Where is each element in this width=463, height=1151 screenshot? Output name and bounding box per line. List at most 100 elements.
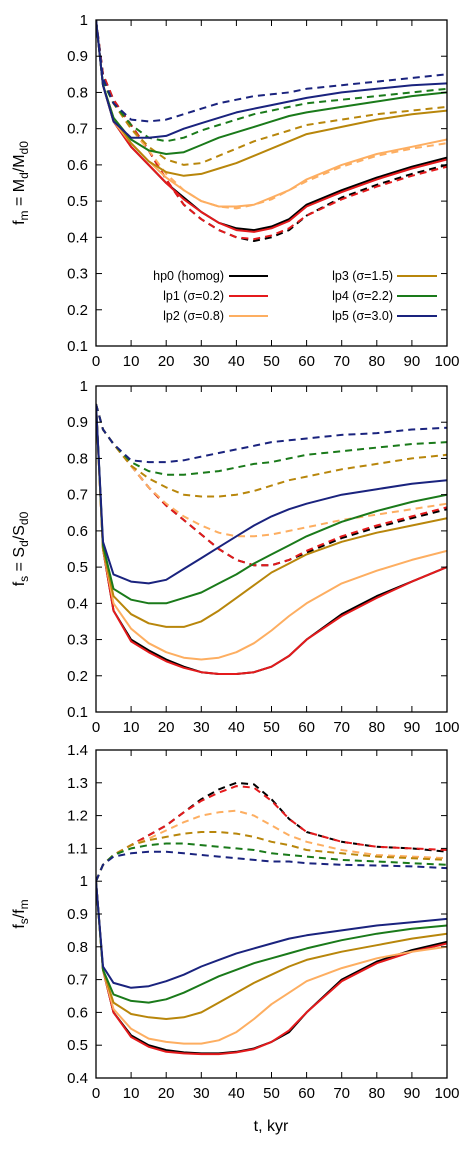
series-line-10-dashed xyxy=(96,20,447,143)
x-tick-label: 0 xyxy=(92,353,100,370)
x-tick-label: 40 xyxy=(228,719,245,736)
legend-label: lp3 (σ=1.5) xyxy=(332,269,393,283)
legend-label: lp5 (σ=3.0) xyxy=(332,309,393,323)
y-tick-label: 0.4 xyxy=(67,595,88,612)
y-tick-label: 0.4 xyxy=(67,229,88,246)
series-line-2-dashed xyxy=(96,20,447,242)
chart-panel-2: 0 10 20 30 40 50 60 70 80 90 100 0.1 0.2 0.3 0.4 0.5 0.6… xyxy=(11,378,460,736)
series-line-12-dashed xyxy=(96,403,447,464)
x-tick-label: 40 xyxy=(228,1085,245,1102)
plot-frame xyxy=(95,385,448,713)
x-axis-title: t, kyr xyxy=(254,1118,289,1135)
series-line-9-solid xyxy=(96,404,447,605)
x-tick-label: 30 xyxy=(193,719,210,736)
series-group xyxy=(96,781,447,1056)
y-tick-label: 0.2 xyxy=(67,668,88,685)
x-tick-label: 100 xyxy=(434,353,459,370)
y-tick-label: 1.3 xyxy=(67,775,88,792)
y-axis-title: fm​ = Md​/Md0​ xyxy=(11,141,31,225)
chart-panel-3: 0 10 20 30 40 50 60 70 80 90 100 0.4 0.5 0.6 0.7 0.8 0.9… xyxy=(11,742,460,1102)
series-line-10-dashed xyxy=(96,842,447,882)
series-line-3-solid xyxy=(96,881,447,1056)
x-tick-label: 40 xyxy=(228,353,245,370)
legend-label: hp0 (homog) xyxy=(153,269,224,283)
x-tick-label: 70 xyxy=(333,1085,350,1102)
y-tick-label: 0.7 xyxy=(67,487,88,504)
series-line-7-solid xyxy=(96,404,447,628)
y-tick-label: 0.7 xyxy=(67,972,88,989)
y-tick-label: 0.2 xyxy=(67,302,88,319)
x-tick-label: 30 xyxy=(193,1085,210,1102)
y-tick-label: 0.5 xyxy=(67,559,88,576)
y-tick-label: 0.6 xyxy=(67,157,88,174)
y-tick-label: 0.6 xyxy=(67,1004,88,1021)
y-tick-label: 1 xyxy=(80,873,88,890)
y-tick-label: 0.8 xyxy=(67,450,88,467)
y-tick-label: 0.9 xyxy=(67,906,88,923)
series-line-3-solid xyxy=(96,404,447,675)
x-tick-label: 20 xyxy=(158,719,175,736)
series-group xyxy=(96,20,447,242)
plot-frame xyxy=(95,749,448,1079)
x-tick-label: 30 xyxy=(193,353,210,370)
series-line-7-solid xyxy=(96,881,447,1020)
y-tick-label: 0.6 xyxy=(67,523,88,540)
plot-frame xyxy=(95,19,448,347)
series-line-3-solid xyxy=(96,20,447,233)
x-tick-label: 90 xyxy=(404,719,421,736)
y-tick-label: 0.8 xyxy=(67,84,88,101)
x-tick-label: 70 xyxy=(333,353,350,370)
legend-label: lp1 (σ=0.2) xyxy=(163,289,224,303)
series-line-5-solid xyxy=(96,404,447,661)
y-tick-label: 1.4 xyxy=(67,742,88,759)
y-tick-label: 0.9 xyxy=(67,48,88,65)
x-tick-label: 90 xyxy=(404,1085,421,1102)
x-tick-label: 80 xyxy=(368,1085,385,1102)
series-line-7-solid xyxy=(96,20,447,177)
series-line-6-dashed xyxy=(96,809,447,882)
x-tick-label: 60 xyxy=(298,1085,315,1102)
series-line-11-solid xyxy=(96,404,447,585)
y-tick-label: 1 xyxy=(80,12,88,29)
series-line-12-dashed xyxy=(96,20,447,123)
series-line-1-solid xyxy=(96,404,447,675)
x-tick-label: 10 xyxy=(123,353,140,370)
y-tick-label: 1.1 xyxy=(67,840,88,857)
x-tick-label: 0 xyxy=(92,1085,100,1102)
chart-panel-1: 0 10 20 30 40 50 60 70 80 90 100 0.1 0.2 0.3 0.4 0.5 0.6… xyxy=(11,12,460,370)
y-tick-label: 0.3 xyxy=(67,266,88,283)
y-tick-label: 0.1 xyxy=(67,338,88,355)
x-tick-label: 80 xyxy=(368,719,385,736)
series-line-8-dashed xyxy=(96,831,447,882)
x-tick-label: 70 xyxy=(333,719,350,736)
series-line-5-solid xyxy=(96,881,447,1045)
x-tick-label: 50 xyxy=(263,719,280,736)
series-group xyxy=(96,403,447,675)
x-tick-label: 50 xyxy=(263,353,280,370)
x-tick-label: 0 xyxy=(92,719,100,736)
series-line-11-solid xyxy=(96,881,447,989)
y-tick-label: 0.1 xyxy=(67,704,88,721)
y-tick-label: 0.5 xyxy=(67,193,88,210)
x-tick-label: 20 xyxy=(158,353,175,370)
legend-label: lp4 (σ=2.2) xyxy=(332,289,393,303)
y-axis-title: fs​ = Sd​/Sd0​ xyxy=(11,511,31,586)
x-tick-label: 100 xyxy=(434,719,459,736)
legend-label: lp2 (σ=0.8) xyxy=(163,309,224,323)
series-line-6-dashed xyxy=(96,20,447,210)
y-tick-label: 1.2 xyxy=(67,808,88,825)
series-line-12-dashed xyxy=(96,850,447,882)
series-line-1-solid xyxy=(96,881,447,1055)
y-tick-label: 0.3 xyxy=(67,632,88,649)
x-tick-label: 10 xyxy=(123,1085,140,1102)
y-tick-label: 1 xyxy=(80,378,88,395)
x-tick-label: 100 xyxy=(434,1085,459,1102)
x-tick-label: 60 xyxy=(298,353,315,370)
x-tick-label: 90 xyxy=(404,353,421,370)
series-line-4-dashed xyxy=(96,20,447,241)
x-tick-label: 20 xyxy=(158,1085,175,1102)
x-tick-label: 60 xyxy=(298,719,315,736)
series-line-9-solid xyxy=(96,881,447,1004)
y-tick-label: 0.5 xyxy=(67,1037,88,1054)
series-line-8-dashed xyxy=(96,20,447,166)
